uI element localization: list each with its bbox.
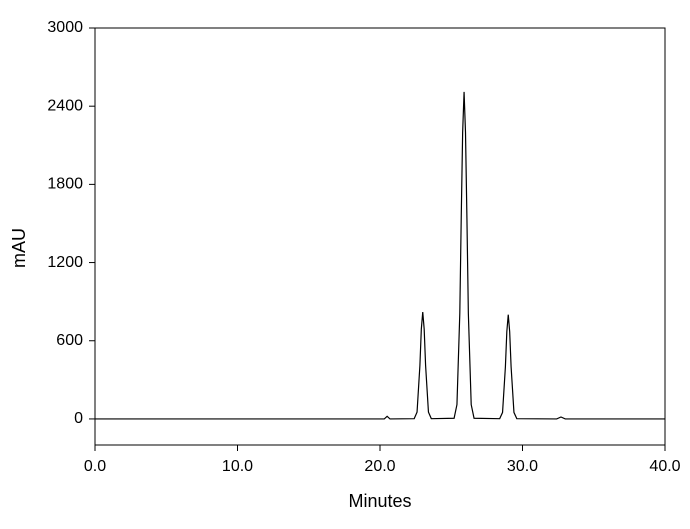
y-tick-label: 2400 [47, 97, 83, 114]
y-tick-label: 0 [74, 410, 83, 427]
x-tick-label: 0.0 [84, 458, 106, 475]
x-axis-title: Minutes [348, 491, 411, 511]
x-tick-label: 20.0 [364, 458, 395, 475]
plot-frame [94, 27, 666, 446]
x-tick-label: 30.0 [507, 458, 538, 475]
x-tick-label: 10.0 [222, 458, 253, 475]
y-tick-label: 1800 [47, 176, 83, 193]
y-axis-title: mAU [9, 228, 29, 268]
y-tick-label: 3000 [47, 19, 83, 36]
data-line [95, 91, 665, 420]
y-tick-label: 1200 [47, 254, 83, 271]
x-tick-label: 40.0 [649, 458, 680, 475]
y-tick-label: 600 [56, 332, 83, 349]
